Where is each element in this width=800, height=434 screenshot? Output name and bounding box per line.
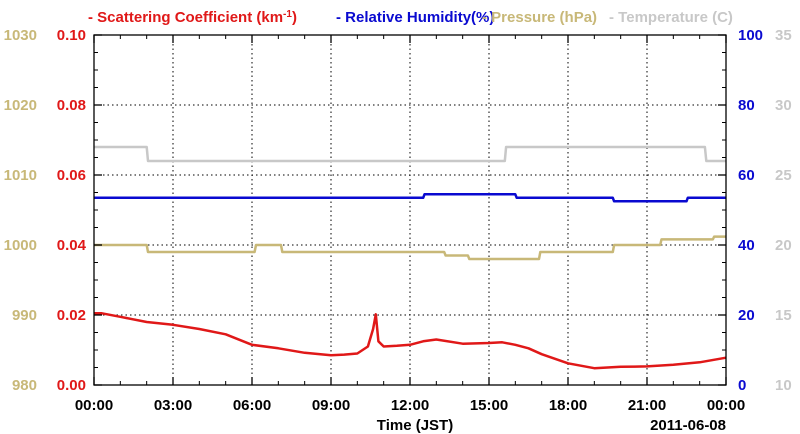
x-tick-label: 03:00	[154, 397, 192, 414]
scattering-series-line	[94, 312, 727, 370]
pressure-tick-label: 1020	[4, 97, 37, 114]
x-tick-label: 00:00	[707, 397, 745, 414]
temperature-tick-label: 10	[775, 377, 792, 394]
grid-lines	[94, 35, 726, 385]
temperature-tick-label: 35	[775, 27, 792, 44]
temperature-tick-label: 15	[775, 307, 792, 324]
pressure-tick-label: 990	[12, 307, 37, 324]
humidity-tick-label: 20	[738, 307, 755, 324]
humidity-tick-label: 100	[738, 27, 763, 44]
x-tick-label: 00:00	[75, 397, 113, 414]
x-tick-label: 12:00	[391, 397, 429, 414]
x-tick-label: 09:00	[312, 397, 350, 414]
legend-humidity: - Relative Humidity(%)	[336, 9, 494, 26]
x-tick-label: 18:00	[549, 397, 587, 414]
scattering-tick-label: 0.10	[57, 27, 86, 44]
legend-scattering: - Scattering Coefficient (km-1)	[88, 9, 297, 26]
humidity-tick-label: 40	[738, 237, 755, 254]
scattering-tick-label: 0.06	[57, 167, 86, 184]
tick-marks	[93, 34, 727, 386]
pressure-tick-label: 1000	[4, 237, 37, 254]
pressure-tick-label: 980	[12, 377, 37, 394]
scattering-tick-label: 0.02	[57, 307, 86, 324]
x-tick-label: 06:00	[233, 397, 271, 414]
temperature-tick-label: 20	[775, 237, 792, 254]
tick-labels: 00:00 03:00 06:00 09:00 12:00 15:00 18:00 21:00…	[4, 27, 792, 414]
humidity-tick-label: 0	[738, 377, 746, 394]
humidity-tick-label: 60	[738, 167, 755, 184]
date-label: 2011-06-08	[650, 417, 726, 434]
x-axis-title: Time (JST)	[377, 417, 453, 434]
pressure-series-line	[94, 235, 726, 261]
x-tick-label: 15:00	[470, 397, 508, 414]
pressure-tick-label: 1030	[4, 27, 37, 44]
legend-pressure: - Pressure (hPa)	[482, 9, 597, 26]
scattering-tick-label: 0.04	[57, 237, 87, 254]
scattering-tick-label: 0.08	[57, 97, 86, 114]
series-lines	[94, 145, 727, 370]
humidity-tick-label: 80	[738, 97, 755, 114]
temperature-series-line	[94, 145, 726, 163]
scattering-tick-label: 0.00	[57, 377, 86, 394]
x-tick-label: 21:00	[628, 397, 666, 414]
legend-temperature: - Temperature (C)	[609, 9, 733, 26]
legend: - Scattering Coefficient (km-1) - Relati…	[88, 9, 733, 26]
pressure-tick-label: 1010	[4, 167, 37, 184]
humidity-series-line	[94, 193, 726, 203]
temperature-tick-label: 30	[775, 97, 792, 114]
temperature-tick-label: 25	[775, 167, 792, 184]
